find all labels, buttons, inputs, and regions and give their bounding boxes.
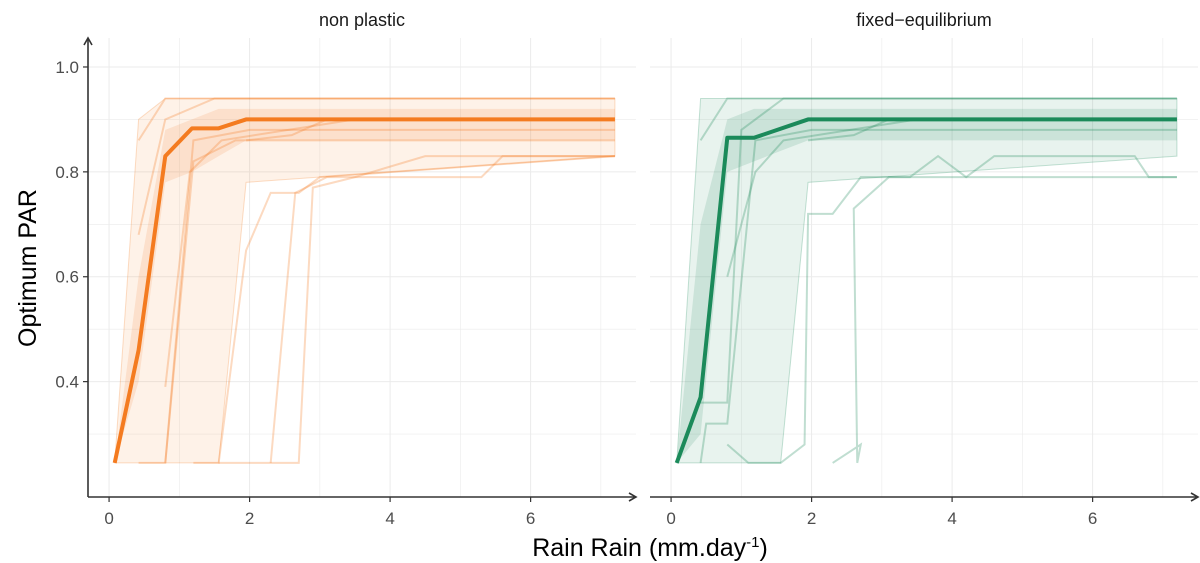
individual-line	[832, 176, 1177, 464]
panel-title: non plastic	[319, 10, 405, 30]
individual-line	[269, 155, 615, 464]
y-axis-title: Optimum PAR	[14, 189, 42, 347]
y-tick-label: 0.4	[55, 373, 79, 392]
y-axis-arrow	[83, 36, 93, 46]
individual-line	[164, 139, 615, 464]
y-tick-label: 0.6	[55, 268, 79, 287]
ribbon-outer	[114, 97, 616, 464]
panel-1: non plastic 0 2 4 6 0.4 0.6 0.8 1.0	[55, 10, 638, 528]
ribbon-inner	[114, 108, 615, 463]
individual-line	[137, 97, 615, 236]
panels: non plastic 0 2 4 6 0.4 0.6 0.8 1.0 fixed−equilib…	[55, 10, 1200, 528]
y-tick-label: 0.8	[55, 163, 79, 182]
x-tick-label: 6	[1088, 509, 1097, 528]
panel-title: fixed−equilibrium	[856, 10, 992, 30]
gridlines	[650, 38, 1198, 497]
x-axis-arrow	[1190, 492, 1200, 502]
ribbon-outer	[676, 97, 1178, 464]
x-tick-label: 2	[807, 509, 816, 528]
individual-line	[138, 128, 615, 464]
y-tick-label: 1.0	[55, 58, 79, 77]
x-tick-label: 0	[666, 509, 675, 528]
x-tick-label: 2	[245, 509, 254, 528]
axes	[83, 36, 638, 502]
mean-line	[674, 117, 1177, 464]
x-axis-title-superscript: -1	[746, 534, 759, 551]
gridlines	[88, 38, 636, 497]
x-tick-label: 4	[947, 509, 956, 528]
individual-line	[699, 97, 1177, 141]
individual-line	[700, 97, 1177, 404]
axes	[650, 492, 1200, 502]
x-axis-arrow	[628, 492, 638, 502]
individual-line	[193, 155, 615, 464]
mean-line	[112, 117, 615, 464]
x-tick-label: 0	[104, 509, 113, 528]
individual-line	[699, 128, 1177, 464]
x-axis-title-main: Rain Rain (mm.day	[532, 534, 746, 562]
panel-2: fixed−equilibrium 0 2 4 6	[650, 10, 1200, 528]
x-axis-title: Rain Rain (mm.day-1)	[532, 534, 768, 562]
x-axis-title-close: )	[759, 534, 767, 562]
individual-line	[218, 155, 615, 464]
individual-line	[137, 97, 615, 141]
individual-line	[726, 154, 1177, 464]
x-tick-label: 6	[526, 509, 535, 528]
x-tick-label: 4	[385, 509, 394, 528]
